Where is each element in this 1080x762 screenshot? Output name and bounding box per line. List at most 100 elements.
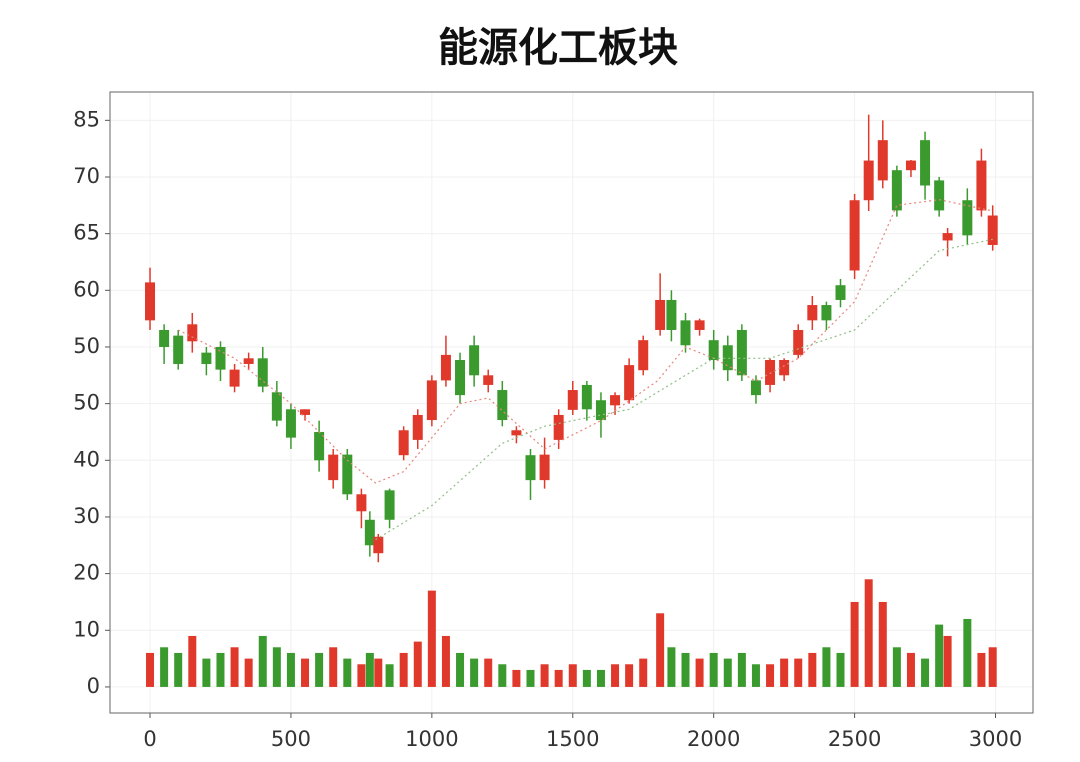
volume-bar: [695, 658, 704, 687]
candle-body: [610, 395, 621, 406]
candle-body: [793, 329, 804, 355]
volume-bar: [216, 652, 225, 687]
candle-body: [976, 160, 987, 211]
candle-body: [835, 285, 846, 300]
volume-bar: [822, 647, 831, 687]
volume-bar: [921, 658, 930, 687]
candle-body: [440, 354, 451, 381]
volume-bar: [498, 664, 507, 687]
candle-body: [694, 320, 705, 330]
candle-body: [987, 215, 998, 245]
candle-body: [849, 200, 860, 271]
volume-bar: [413, 641, 422, 687]
candle-body: [942, 233, 953, 241]
volume-bar: [244, 658, 253, 687]
volume-bar: [174, 652, 183, 687]
y-tick-label: 70: [73, 164, 100, 188]
volume-bar: [596, 669, 605, 687]
candle-body: [962, 200, 973, 236]
candle-body: [271, 392, 282, 421]
volume-bar: [526, 669, 535, 687]
volume-bar: [230, 647, 239, 687]
volume-bar: [160, 647, 169, 687]
candle-body: [469, 345, 480, 376]
y-tick-label: 65: [73, 221, 100, 245]
volume-bar: [540, 664, 549, 687]
candle-body: [581, 384, 592, 410]
candle-body: [314, 431, 325, 461]
volume-bar: [794, 658, 803, 687]
candle-body: [285, 409, 296, 438]
volume-bar: [329, 647, 338, 687]
candle-body: [863, 160, 874, 201]
volume-bar: [365, 652, 374, 687]
volume-bar: [301, 658, 310, 687]
candle-body: [891, 170, 902, 211]
volume-bar: [188, 635, 197, 687]
candle-body: [398, 430, 409, 456]
candle-body: [328, 454, 339, 481]
y-tick-label: 10: [73, 617, 100, 641]
y-tick-label: 50: [73, 391, 100, 415]
volume-bar: [766, 664, 775, 687]
volume-bar: [943, 635, 952, 687]
candle-body: [708, 340, 719, 361]
volume-bar: [484, 658, 493, 687]
candle-body: [666, 299, 677, 330]
volume-bar: [723, 658, 732, 687]
x-tick-label: 3000: [969, 727, 1022, 751]
candle-body: [511, 430, 522, 436]
candle-body: [426, 380, 437, 421]
volume-bar: [399, 652, 408, 687]
y-tick-label: 20: [73, 561, 100, 585]
x-tick-label: 1500: [546, 727, 599, 751]
volume-bar: [512, 669, 521, 687]
candle-body: [215, 346, 226, 370]
volume-bar: [146, 652, 155, 687]
candle-body: [145, 282, 156, 321]
x-tick-label: 2500: [828, 727, 881, 751]
candle-body: [722, 345, 733, 371]
candle-body: [455, 360, 466, 396]
candle-body: [497, 390, 508, 421]
candle-body: [229, 369, 240, 387]
candle-body: [525, 455, 536, 481]
volume-bar: [988, 647, 997, 687]
volume-bar: [258, 635, 267, 687]
volume-bar: [568, 664, 577, 687]
volume-bar: [751, 664, 760, 687]
candle-body: [905, 160, 916, 171]
y-tick-label: 0: [87, 674, 100, 698]
volume-bar: [272, 647, 281, 687]
volume-bar: [470, 658, 479, 687]
volume-bar: [780, 658, 789, 687]
volume-bar: [935, 624, 944, 687]
candle-body: [384, 490, 395, 520]
candle-body: [624, 365, 635, 401]
volume-bar: [977, 652, 986, 687]
volume-bar: [554, 669, 563, 687]
volume-bar: [737, 652, 746, 687]
volume-bar: [357, 664, 366, 687]
x-tick-label: 1000: [405, 727, 458, 751]
volume-bar: [709, 652, 718, 687]
candle-body: [553, 414, 564, 440]
volume-bar: [343, 658, 352, 687]
candle-body: [364, 519, 375, 546]
candle-body: [567, 390, 578, 410]
candle-body: [934, 180, 945, 211]
candle-body: [173, 335, 184, 364]
candle-body: [655, 299, 666, 330]
candle-body: [765, 360, 776, 385]
volume-bar: [286, 652, 295, 687]
y-tick-label: 50: [73, 334, 100, 358]
candle-body: [807, 305, 818, 321]
candle-body: [877, 140, 888, 181]
volume-bar: [625, 664, 634, 687]
volume-bar: [667, 647, 676, 687]
x-tick-label: 500: [271, 727, 311, 751]
moving-average: [177, 199, 993, 484]
volume-bar: [892, 647, 901, 687]
y-tick-label: 30: [73, 504, 100, 528]
